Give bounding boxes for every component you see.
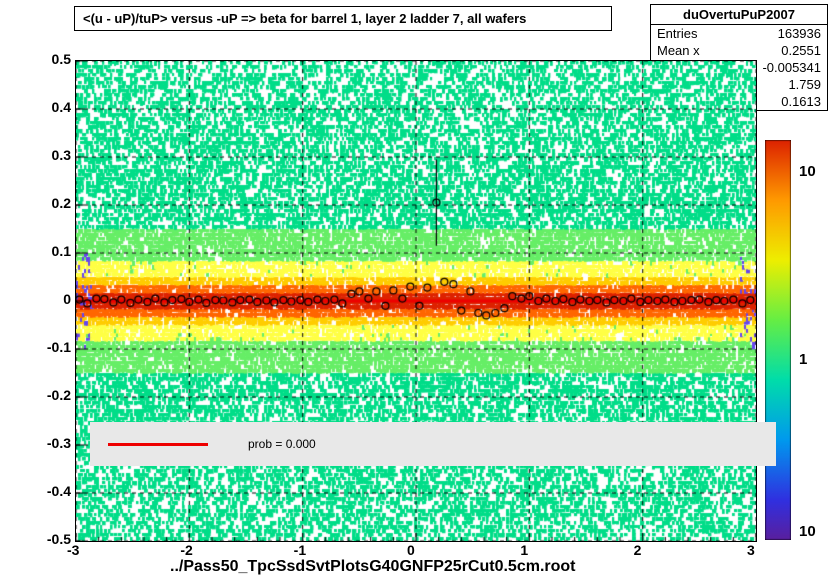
y-tick: -0.1	[47, 339, 71, 355]
y-tick: -0.2	[47, 387, 71, 403]
colorbar-tick: 1	[799, 351, 807, 368]
y-tick: 0.4	[52, 99, 71, 115]
x-tick: -1	[294, 542, 306, 558]
x-axis-title: ../Pass50_TpcSsdSvtPlotsG40GNFP25rCut0.5…	[170, 558, 575, 576]
y-tick: 0.5	[52, 51, 71, 67]
stats-name: duOvertuPuP2007	[651, 5, 827, 25]
y-tick: -0.4	[47, 483, 71, 499]
legend-label: prob = 0.000	[248, 437, 316, 451]
legend: prob = 0.000	[90, 422, 776, 466]
y-tick: -0.5	[47, 531, 71, 547]
legend-line-icon	[108, 443, 208, 446]
stats-row: Entries 163936	[651, 25, 827, 42]
stats-label: Mean x	[657, 43, 700, 58]
y-tick: 0.1	[52, 243, 71, 259]
colorbar-tick: 10	[799, 523, 816, 540]
y-tick: -0.3	[47, 435, 71, 451]
stats-value: 0.2551	[781, 43, 821, 58]
chart-title: <(u - uP)/tuP> versus -uP => beta for ba…	[74, 6, 612, 31]
y-tick: 0	[63, 291, 71, 307]
x-tick: -2	[180, 542, 192, 558]
x-tick: 3	[747, 542, 755, 558]
chart-canvas	[75, 60, 757, 542]
stats-value: 1.759	[788, 77, 821, 92]
stats-row: Mean x 0.2551	[651, 42, 827, 59]
stats-value: -0.005341	[762, 60, 821, 75]
y-tick: 0.2	[52, 195, 71, 211]
colorbar	[765, 140, 791, 540]
stats-value: 163936	[778, 26, 821, 41]
colorbar-tick: 10	[799, 163, 816, 180]
stats-label: Entries	[657, 26, 697, 41]
x-tick: 2	[634, 542, 642, 558]
stats-value: 0.1613	[781, 94, 821, 109]
x-tick: 1	[520, 542, 528, 558]
x-tick: 0	[407, 542, 415, 558]
y-tick: 0.3	[52, 147, 71, 163]
